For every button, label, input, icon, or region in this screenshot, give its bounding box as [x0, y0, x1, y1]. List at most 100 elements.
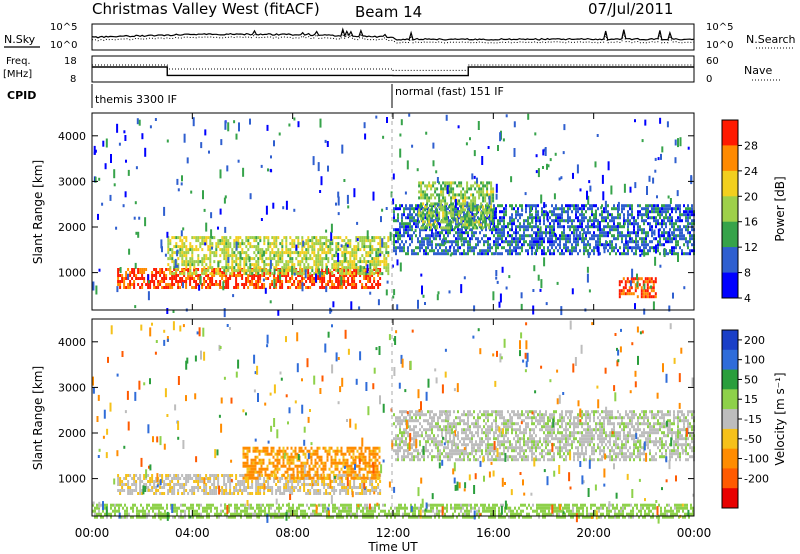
range-cell: [113, 183, 116, 187]
range-cell: [211, 277, 214, 280]
range-cell: [531, 216, 533, 220]
range-cell: [615, 237, 617, 241]
range-cell: [325, 236, 328, 240]
range-cell: [313, 283, 316, 286]
range-cell: [183, 133, 186, 143]
range-cell: [271, 283, 274, 286]
range-cell: [617, 231, 619, 235]
range-cell: [331, 266, 334, 270]
range-cell: [430, 187, 433, 191]
range-cell: [331, 283, 334, 286]
range-cell: [348, 470, 351, 474]
range-cell: [493, 243, 495, 247]
range-cell: [537, 240, 539, 244]
range-cell: [139, 286, 142, 289]
range-cell: [409, 243, 411, 247]
range-cell: [351, 486, 354, 489]
range-cell: [555, 216, 557, 220]
range-cell: [324, 139, 327, 143]
range-cell: [647, 249, 649, 253]
range-cell: [397, 246, 399, 250]
range-cell: [419, 234, 421, 238]
range-cell: [288, 455, 291, 459]
range-cell: [251, 245, 254, 249]
range-cell: [474, 202, 477, 206]
range-cell: [421, 285, 423, 295]
range-cell: [249, 283, 252, 286]
range-cell: [673, 207, 675, 211]
range-cell: [563, 252, 565, 256]
range-cell: [334, 464, 337, 468]
range-cell: [141, 268, 144, 271]
range-cell: [493, 228, 495, 232]
range-cell: [247, 280, 250, 283]
range-cell: [205, 236, 208, 240]
range-cell: [633, 219, 635, 223]
range-cell: [535, 216, 537, 220]
range-cell: [685, 213, 687, 217]
range-cell: [297, 263, 300, 267]
range-cell: [618, 292, 621, 296]
range-cell: [420, 217, 423, 221]
range-cell: [448, 211, 451, 215]
range-cell: [495, 237, 497, 241]
range-cell: [239, 274, 242, 277]
range-cell: [324, 461, 327, 465]
range-cell: [275, 268, 278, 271]
range-cell: [483, 234, 485, 238]
range-cell: [583, 216, 585, 220]
range-cell: [649, 225, 651, 229]
range-cell: [619, 213, 621, 217]
range-cell: [235, 489, 238, 492]
range-cell: [225, 283, 228, 286]
range-cell: [455, 213, 457, 217]
range-cell: [317, 242, 320, 246]
range-cell: [193, 280, 196, 283]
range-cell: [211, 246, 213, 250]
range-cell: [387, 269, 390, 273]
range-cell: [292, 449, 295, 453]
range-cell: [119, 480, 122, 483]
range-cell: [653, 229, 656, 236]
range-cell: [365, 480, 368, 483]
range-cell: [601, 234, 603, 238]
range-cell: [505, 286, 508, 290]
range-cell: [621, 237, 623, 241]
range-cell: [117, 477, 120, 480]
range-cell: [180, 182, 183, 186]
range-cell: [531, 243, 533, 247]
range-cell: [277, 274, 280, 277]
range-cell: [338, 470, 341, 474]
range-cell: [195, 269, 198, 273]
range-cell: [121, 280, 124, 283]
range-cell: [438, 214, 441, 218]
range-cell: [323, 492, 326, 495]
range-cell: [628, 280, 631, 284]
range-cell: [327, 486, 330, 489]
range-cell: [314, 458, 317, 462]
range-cell: [319, 492, 322, 495]
range-cell: [593, 213, 595, 217]
range-cell: [461, 231, 463, 235]
range-cell: [420, 190, 423, 194]
range-cell: [396, 304, 399, 311]
range-cell: [469, 228, 471, 232]
range-cell: [317, 260, 320, 264]
range-cell: [636, 295, 639, 299]
range-cell: [679, 246, 681, 250]
range-cell: [117, 489, 120, 492]
range-cell: [503, 213, 505, 217]
range-cell: [585, 246, 587, 250]
range-cell: [223, 271, 226, 274]
range-cell: [527, 204, 529, 208]
range-cell: [257, 480, 260, 483]
range-cell: [428, 181, 431, 185]
range-cell: [365, 239, 368, 243]
range-cell: [619, 252, 621, 256]
range-cell: [350, 461, 353, 465]
range-cell: [679, 137, 682, 147]
range-cell: [519, 246, 521, 250]
range-cell: [573, 234, 575, 238]
range-cell: [335, 263, 338, 267]
range-cell: [303, 254, 306, 258]
